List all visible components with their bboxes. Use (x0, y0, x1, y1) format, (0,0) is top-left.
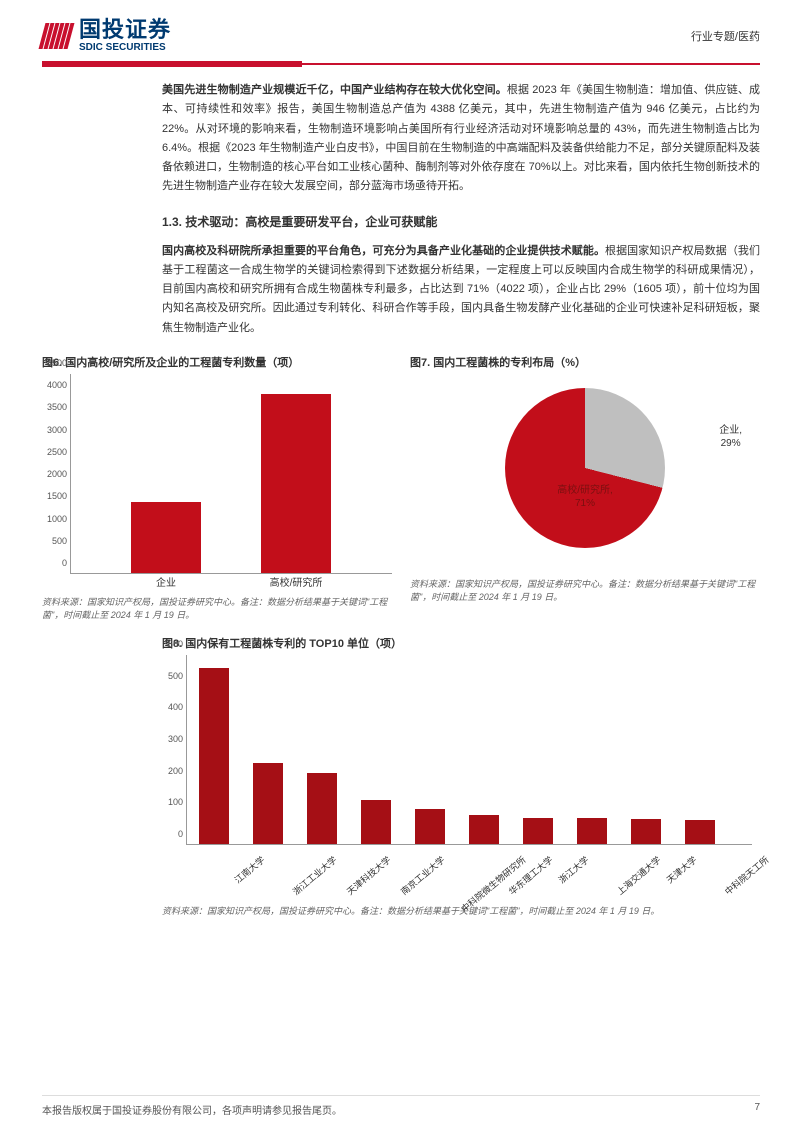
paragraph-2: 国内高校及科研院所承担重要的平台角色，可充分为具备产业化基础的企业提供技术赋能。… (42, 242, 760, 338)
fig8-bar (199, 668, 229, 844)
fig8-ytick: 100 (161, 797, 183, 807)
para1-body: 根据 2023 年《美国生物制造：增加值、供应链、成本、可持续性和效率》报告，美… (162, 84, 760, 192)
header-category: 行业专题/医药 (691, 28, 760, 44)
section-title: 1.3. 技术驱动：高校是重要研发平台，企业可获赋能 (162, 213, 760, 230)
figure-8: 图8. 国内保有工程菌株专利的 TOP10 单位（项） 010020030040… (162, 635, 760, 918)
fig6-ytick: 500 (41, 536, 67, 546)
para2-lead: 国内高校及科研院所承担重要的平台角色，可充分为具备产业化基础的企业提供技术赋能。 (162, 245, 605, 257)
fig6-ytick: 4000 (41, 380, 67, 390)
fig8-ytick: 200 (161, 766, 183, 776)
fig6-ytick: 3000 (41, 425, 67, 435)
fig8-bar (415, 809, 445, 844)
footer-copyright: 本报告版权属于国投证券股份有限公司，各项声明请参见报告尾页。 (42, 1102, 342, 1117)
fig8-bar (307, 773, 337, 844)
fig6-xlabel: 企业 (126, 574, 206, 589)
fig6-bar (261, 394, 331, 573)
fig6-ytick: 1500 (41, 491, 67, 501)
page-header: 国投证券 SDIC SECURITIES 行业专题/医药 (0, 0, 802, 61)
fig8-ytick: 600 (161, 639, 183, 649)
logo-icon (39, 23, 75, 49)
fig6-ytick: 1000 (41, 514, 67, 524)
figure-7: 图7. 国内工程菌株的专利布局（%） 企业,29% 高校/研究所,71% 资料来… (410, 354, 760, 621)
fig6-ytick: 2000 (41, 469, 67, 479)
fig8-bar (577, 818, 607, 844)
para2-body: 根据国家知识产权局数据（我们基于工程菌这一合成生物学的关键词检索得到下述数据分析… (162, 245, 760, 334)
fig8-ytick: 300 (161, 734, 183, 744)
logo-area: 国投证券 SDIC SECURITIES (42, 18, 171, 53)
fig7-title: 图7. 国内工程菌株的专利布局（%） (410, 354, 760, 370)
fig6-bar (131, 502, 201, 573)
pie-label-enterprise: 企业,29% (719, 424, 742, 450)
fig7-caption: 资料来源：国家知识产权局，国投证券研究中心。备注：数据分析结果基于关键词"工程菌… (410, 578, 760, 603)
fig8-bar (469, 815, 499, 844)
fig6-title: 图6. 国内高校/研究所及企业的工程菌专利数量（项） (42, 354, 392, 370)
fig6-caption: 资料来源：国家知识产权局，国投证券研究中心。备注：数据分析结果基于关键词"工程菌… (42, 596, 392, 621)
para1-lead: 美国先进生物制造产业规模近千亿，中国产业结构存在较大优化空间。 (162, 84, 507, 96)
fig7-chart: 企业,29% 高校/研究所,71% (410, 374, 760, 574)
fig8-bar (631, 819, 661, 844)
fig8-bar (361, 800, 391, 844)
fig8-bar (253, 763, 283, 844)
figure-row-6-7: 图6. 国内高校/研究所及企业的工程菌专利数量（项） 0500100015002… (42, 354, 760, 621)
fig8-ytick: 400 (161, 702, 183, 712)
logo-text: 国投证券 SDIC SECURITIES (79, 18, 171, 53)
fig6-ytick: 2500 (41, 447, 67, 457)
fig6-xlabel: 高校/研究所 (256, 574, 336, 589)
fig8-bar (523, 818, 553, 844)
content-area: 美国先进生物制造产业规模近千亿，中国产业结构存在较大优化空间。根据 2023 年… (0, 67, 802, 918)
fig6-ytick: 4500 (41, 358, 67, 368)
pie-chart (505, 388, 665, 548)
fig6-chart: 050010001500200025003000350040004500企业高校… (70, 374, 392, 574)
figure-6: 图6. 国内高校/研究所及企业的工程菌专利数量（项） 0500100015002… (42, 354, 392, 621)
paragraph-1: 美国先进生物制造产业规模近千亿，中国产业结构存在较大优化空间。根据 2023 年… (42, 81, 760, 197)
fig8-ytick: 0 (161, 829, 183, 839)
fig8-bar (685, 820, 715, 844)
footer-page-number: 7 (754, 1102, 760, 1117)
fig8-title: 图8. 国内保有工程菌株专利的 TOP10 单位（项） (162, 635, 760, 651)
fig6-ytick: 0 (41, 558, 67, 568)
pie-label-university: 高校/研究所,71% (557, 484, 613, 510)
logo-en: SDIC SECURITIES (79, 42, 171, 53)
fig8-ytick: 500 (161, 671, 183, 681)
logo-cn: 国投证券 (79, 18, 171, 42)
fig8-chart: 0100200300400500600江南大学浙江工业大学天津科技大学南京工业大… (186, 655, 752, 845)
fig6-ytick: 3500 (41, 402, 67, 412)
page-footer: 本报告版权属于国投证券股份有限公司，各项声明请参见报告尾页。 7 (42, 1095, 760, 1117)
